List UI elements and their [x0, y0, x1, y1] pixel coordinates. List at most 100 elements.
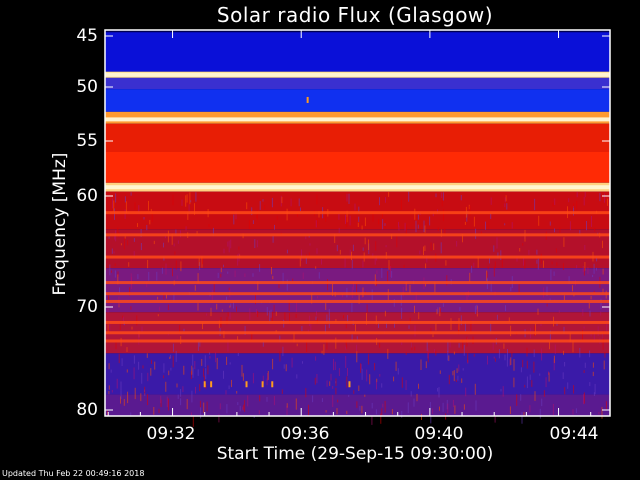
noise-streak: [208, 223, 210, 227]
noise-streak: [318, 272, 320, 279]
noise-streak: [537, 308, 539, 315]
noise-streak: [395, 361, 397, 371]
noise-streak: [190, 371, 192, 380]
noise-streak: [486, 270, 488, 281]
noise-streak: [467, 353, 469, 363]
noise-streak: [473, 262, 475, 268]
noise-streak: [272, 275, 274, 280]
noise-streak: [364, 217, 366, 227]
noise-streak: [583, 197, 585, 206]
noise-streak: [486, 271, 488, 278]
noise-streak: [281, 389, 283, 394]
noise-streak: [183, 365, 185, 375]
noise-streak: [549, 298, 551, 301]
noise-streak: [108, 363, 110, 370]
noise-streak: [405, 352, 407, 355]
noise-streak: [170, 354, 172, 359]
noise-streak: [307, 329, 309, 333]
noise-streak: [439, 370, 441, 374]
noise-streak: [437, 388, 439, 392]
y-tick-label: 55: [76, 131, 98, 151]
noise-streak: [502, 386, 504, 397]
noise-streak: [511, 352, 513, 358]
noise-streak: [473, 216, 475, 227]
noise-streak: [342, 293, 343, 298]
noise-streak: [194, 361, 196, 370]
noise-streak: [190, 200, 192, 203]
noise-streak: [221, 309, 223, 312]
noise-streak: [429, 216, 431, 226]
noise-streak: [432, 334, 434, 338]
noise-streak: [584, 362, 586, 368]
noise-streak: [575, 408, 577, 414]
noise-streak: [194, 203, 195, 215]
y-tick-label: 45: [76, 26, 98, 46]
noise-streak: [223, 264, 224, 268]
noise-streak: [318, 211, 320, 218]
noise-streak: [198, 258, 200, 266]
noise-streak: [338, 213, 340, 220]
noise-streak: [165, 263, 167, 275]
noise-streak: [133, 367, 135, 380]
noise-streak: [538, 215, 540, 226]
noise-streak: [329, 381, 331, 386]
noise-streak: [417, 224, 419, 229]
noise-streak: [299, 257, 301, 267]
noise-streak: [201, 256, 203, 268]
noise-streak: [130, 192, 132, 196]
noise-streak: [604, 193, 605, 203]
noise-streak: [244, 400, 246, 412]
noise-streak: [175, 351, 177, 362]
noise-streak: [376, 270, 378, 274]
noise-streak: [425, 361, 427, 369]
noise-streak: [323, 344, 325, 355]
noise-streak: [229, 312, 231, 319]
noise-streak: [274, 224, 275, 230]
noise-streak: [403, 264, 405, 268]
noise-streak: [127, 240, 129, 246]
noise-streak: [185, 195, 187, 207]
noise-streak: [507, 349, 508, 359]
noise-streak: [447, 350, 449, 361]
noise-streak: [328, 308, 330, 320]
noise-streak: [500, 250, 502, 260]
noise-streak: [209, 352, 211, 355]
noise-streak: [600, 311, 602, 316]
noise-streak: [346, 216, 348, 228]
noise-streak: [562, 263, 564, 270]
burst-point: [271, 381, 274, 388]
burst-point: [306, 96, 309, 103]
noise-streak: [207, 365, 209, 375]
noise-streak: [356, 336, 358, 340]
noise-streak: [159, 306, 161, 311]
noise-streak: [211, 289, 213, 302]
noise-streak: [402, 286, 404, 297]
noise-streak: [228, 240, 230, 253]
noise-streak: [510, 287, 512, 292]
noise-streak: [435, 350, 437, 356]
noise-streak: [594, 227, 596, 232]
noise-streak: [439, 307, 441, 317]
noise-streak: [432, 408, 434, 414]
noise-streak: [316, 374, 318, 384]
noise-streak: [146, 353, 148, 358]
noise-streak: [321, 398, 323, 402]
noise-streak: [286, 208, 288, 221]
noise-streak: [228, 287, 230, 291]
noise-streak: [300, 207, 301, 212]
noise-streak: [368, 353, 370, 365]
noise-streak: [345, 214, 346, 224]
noise-streak: [434, 282, 436, 293]
noise-streak: [163, 375, 165, 379]
noise-streak: [332, 284, 333, 296]
plot-frame: [104, 29, 611, 417]
noise-streak: [362, 247, 364, 251]
noise-streak: [559, 227, 561, 233]
noise-streak: [305, 236, 307, 240]
noise-streak: [276, 215, 278, 220]
noise-streak: [120, 396, 121, 404]
noise-streak: [471, 265, 473, 273]
noise-streak: [137, 223, 138, 227]
noise-streak: [445, 260, 447, 266]
noise-streak: [140, 229, 142, 237]
